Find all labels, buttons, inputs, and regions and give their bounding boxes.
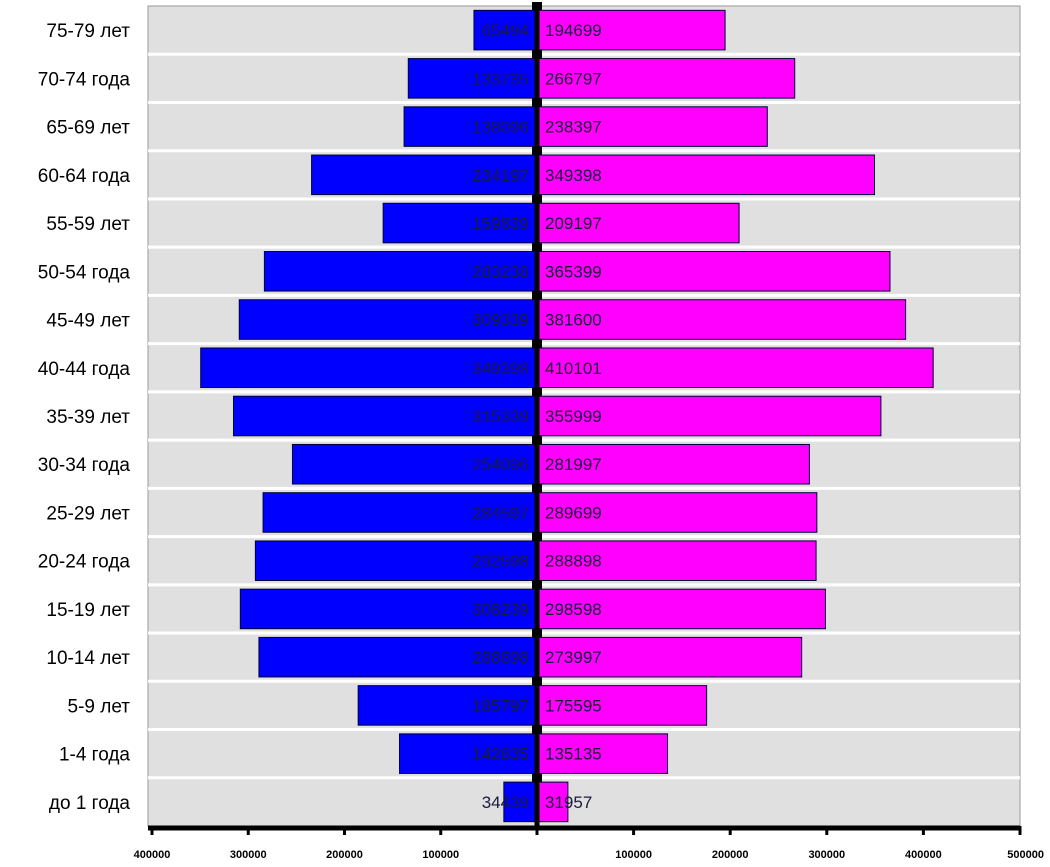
bar-left bbox=[407, 58, 538, 99]
bar-right bbox=[536, 733, 669, 774]
bar-right bbox=[536, 58, 796, 99]
x-tick-label: 200000 bbox=[712, 849, 749, 861]
category-label: 70-74 года bbox=[38, 69, 131, 90]
bar-left bbox=[262, 492, 538, 533]
bar-right bbox=[536, 588, 826, 630]
category-label: 55-59 лет bbox=[46, 214, 130, 235]
category-label: 40-44 года bbox=[38, 359, 131, 380]
category-label: 65-69 лет bbox=[46, 118, 130, 139]
bar-left bbox=[238, 299, 538, 340]
data-label-right: 194699 bbox=[545, 21, 602, 40]
bar-left bbox=[200, 347, 538, 389]
data-label-right: 273997 bbox=[545, 648, 602, 667]
data-label-left: 65494 bbox=[482, 21, 529, 40]
x-tick-label: 300000 bbox=[808, 849, 845, 861]
bar-right bbox=[536, 9, 726, 51]
data-label-right: 266797 bbox=[545, 69, 602, 88]
bar-right bbox=[536, 154, 876, 196]
data-label-right: 31957 bbox=[545, 793, 592, 812]
x-tick-label: 100000 bbox=[615, 849, 652, 861]
data-label-left: 309339 bbox=[472, 311, 529, 330]
bar-left bbox=[239, 588, 538, 630]
category-label: 25-29 лет bbox=[46, 503, 130, 524]
bar-right bbox=[536, 685, 708, 726]
data-label-right: 298598 bbox=[545, 600, 602, 619]
category-label: 50-54 года bbox=[38, 262, 131, 283]
data-label-left: 292598 bbox=[472, 552, 529, 571]
data-label-left: 349398 bbox=[472, 359, 529, 378]
data-label-left: 159839 bbox=[472, 214, 529, 233]
bar-left bbox=[357, 685, 538, 726]
x-tick-label: 400000 bbox=[905, 849, 942, 861]
bar-right bbox=[536, 106, 768, 147]
data-label-left: 142835 bbox=[472, 745, 529, 764]
category-label: 60-64 года bbox=[38, 166, 131, 187]
data-label-right: 238397 bbox=[545, 118, 602, 137]
bar-right bbox=[536, 781, 569, 823]
data-label-right: 381600 bbox=[545, 311, 602, 330]
data-label-right: 349398 bbox=[545, 166, 602, 185]
bar-right bbox=[536, 492, 818, 533]
bar-right bbox=[536, 299, 907, 340]
data-label-right: 355999 bbox=[545, 407, 602, 426]
data-label-right: 175595 bbox=[545, 696, 602, 715]
x-tick-label: 200000 bbox=[326, 849, 363, 861]
bar-left bbox=[254, 540, 538, 581]
data-label-left: 133735 bbox=[472, 69, 529, 88]
category-label: 20-24 года bbox=[38, 552, 131, 573]
x-tick-label: 300000 bbox=[230, 849, 267, 861]
category-label: 15-19 лет bbox=[46, 600, 130, 621]
data-label-left: 283238 bbox=[472, 262, 529, 281]
bar-right bbox=[536, 636, 803, 678]
data-label-left: 308239 bbox=[472, 600, 529, 619]
bar-left bbox=[503, 781, 538, 823]
data-label-right: 365399 bbox=[545, 262, 602, 281]
data-label-left: 34439 bbox=[482, 793, 529, 812]
data-label-left: 315339 bbox=[472, 407, 529, 426]
bar-left bbox=[232, 395, 538, 437]
bar-right bbox=[536, 347, 934, 389]
category-label: 10-14 лет bbox=[46, 648, 130, 669]
data-label-right: 135135 bbox=[545, 745, 602, 764]
data-label-left: 234197 bbox=[472, 166, 529, 185]
data-label-left: 284597 bbox=[472, 503, 529, 522]
bar-left bbox=[473, 9, 538, 51]
data-label-right: 289699 bbox=[545, 503, 602, 522]
data-label-right: 209197 bbox=[545, 214, 602, 233]
category-label: 45-49 лет bbox=[46, 311, 130, 332]
bar-left bbox=[382, 202, 538, 244]
data-label-right: 288898 bbox=[545, 552, 602, 571]
data-label-right: 410101 bbox=[545, 359, 602, 378]
data-label-left: 138096 bbox=[472, 118, 529, 137]
data-label-right: 281997 bbox=[545, 455, 602, 474]
bar-left bbox=[403, 106, 538, 147]
bar-left bbox=[399, 733, 538, 774]
data-label-left: 254096 bbox=[472, 455, 529, 474]
x-tick-label: 400000 bbox=[134, 849, 171, 861]
category-label: 75-79 лет bbox=[46, 21, 130, 42]
data-label-left: 185797 bbox=[472, 696, 529, 715]
category-label: 30-34 года bbox=[38, 455, 131, 476]
bar-right bbox=[536, 395, 882, 437]
bar-right bbox=[536, 251, 891, 292]
data-label-left: 288898 bbox=[472, 648, 529, 667]
bar-right bbox=[536, 202, 740, 244]
category-label: 35-39 лет bbox=[46, 407, 130, 428]
bar-left bbox=[291, 443, 538, 485]
bar-left bbox=[263, 251, 538, 292]
category-label: 1-4 года bbox=[59, 745, 130, 766]
category-label: 5-9 лет bbox=[68, 696, 131, 717]
x-tick-label: 100000 bbox=[422, 849, 459, 861]
bar-left bbox=[311, 154, 538, 196]
bar-right bbox=[536, 443, 810, 485]
category-label: до 1 года bbox=[49, 793, 131, 814]
x-tick-label: 500000 bbox=[1007, 849, 1044, 861]
